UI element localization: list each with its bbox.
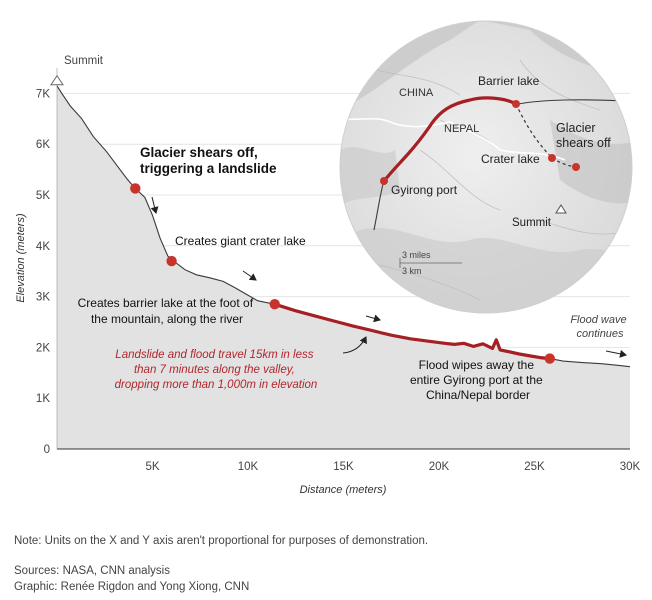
- y-tick-label: 0: [44, 444, 50, 456]
- map-label-nepal: NEPAL: [444, 123, 479, 135]
- x-tick-label: 10K: [238, 461, 259, 473]
- x-axis-label: Distance (meters): [300, 484, 387, 496]
- elevation-profile-line: [56, 85, 275, 305]
- x-tick-labels: 5K 10K 15K 20K 25K 30K: [145, 461, 640, 473]
- scale-miles-label: 3 miles: [402, 250, 431, 260]
- scale-km-label: 3 km: [402, 266, 422, 276]
- flood-path-line: [274, 302, 550, 361]
- flow-arrow: [150, 196, 159, 214]
- y-axis-label: Elevation (meters): [15, 213, 27, 303]
- flow-arrow: [605, 349, 627, 358]
- downstream-line: [549, 358, 631, 368]
- event-label-gyirong: Flood wipes away the entire Gyirong port…: [410, 358, 546, 402]
- map-label-china: CHINA: [399, 87, 434, 99]
- y-tick-label: 6K: [36, 139, 50, 151]
- x-tick-label: 20K: [429, 461, 450, 473]
- map-label-summit: Summit: [512, 217, 552, 229]
- event-label-crater: Creates giant crater lake: [175, 234, 306, 248]
- y-tick-label: 2K: [36, 342, 50, 354]
- flow-arrow: [242, 270, 257, 281]
- annotation-flood-continues: Flood wave continues: [570, 314, 629, 340]
- summit-marker: [50, 74, 64, 86]
- annotation-leader: [342, 336, 367, 354]
- y-tick-label: 4K: [36, 241, 50, 253]
- terrain-ridge: [340, 147, 400, 205]
- map-label-barrier-lake: Barrier lake: [478, 74, 540, 88]
- x-tick-label: 15K: [333, 461, 354, 473]
- location-map: CHINA NEPAL Barrier lake Crater lake Gla…: [339, 20, 633, 314]
- footer-sources: Sources: NASA, CNN analysis: [14, 565, 170, 577]
- x-tick-label: 25K: [524, 461, 545, 473]
- x-tick-label: 5K: [145, 461, 159, 473]
- flood-route: [382, 96, 518, 183]
- y-tick-label: 3K: [36, 292, 50, 304]
- event-markers: [50, 74, 555, 364]
- border-line: [340, 117, 566, 161]
- y-tick-label: 1K: [36, 393, 50, 405]
- event-marker: [269, 299, 280, 310]
- event-label-glacier: Glacier shears off, triggering a landsli…: [140, 145, 277, 176]
- event-marker: [166, 255, 177, 267]
- map-label-gyirong: Gyirong port: [391, 183, 458, 197]
- map-label-glacier: Glacier shears off: [556, 121, 611, 150]
- footer-graphic-credit: Graphic: Renée Rigdon and Yong Xiong, CN…: [14, 581, 250, 593]
- y-tick-label: 5K: [36, 190, 50, 202]
- footer-note: Note: Units on the X and Y axis aren't p…: [14, 535, 429, 547]
- event-label-summit: Summit: [64, 55, 104, 67]
- y-tick-labels: 0 1K 2K 3K 4K 5K 6K 7K: [36, 88, 50, 456]
- map-scale-bar: 3 miles 3 km: [399, 250, 462, 276]
- elevation-area: [57, 85, 630, 450]
- direction-arrows: [150, 196, 627, 358]
- glacier-marker: [572, 163, 580, 171]
- terrain-ridge: [550, 120, 632, 204]
- event-marker: [544, 353, 555, 364]
- summit-triangle-icon: [555, 204, 567, 214]
- crater-lake-marker: [548, 154, 556, 162]
- flow-arrow: [365, 314, 381, 323]
- event-marker: [130, 183, 141, 194]
- elevation-chart: 5K 10K 15K 20K 25K 30K 0 1K 2K 3K 4K 5K 6K 7K Elevat…: [15, 20, 641, 496]
- event-label-barrier: Creates barrier lake at the foot of the …: [78, 296, 257, 326]
- map-label-crater-lake: Crater lake: [481, 152, 540, 166]
- gyirong-port-marker: [380, 177, 388, 185]
- y-tick-label: 7K: [36, 88, 50, 100]
- barrier-lake-marker: [512, 100, 520, 108]
- annotation-travel: Landslide and flood travel 15km in less …: [115, 349, 318, 391]
- x-tick-label: 30K: [620, 461, 641, 473]
